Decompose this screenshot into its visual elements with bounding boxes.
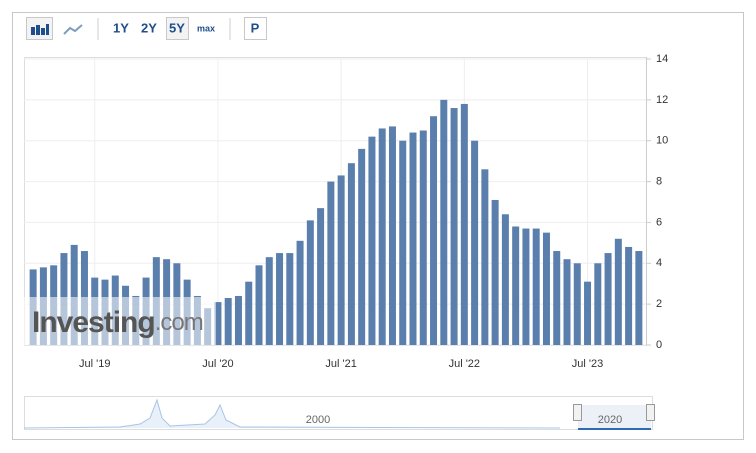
bar — [542, 232, 550, 345]
navigator[interactable] — [24, 396, 653, 430]
y-tick-label: 10 — [656, 135, 668, 147]
range-button[interactable]: 1Y — [113, 20, 129, 35]
selected-range-box — [166, 17, 189, 40]
bar — [625, 246, 633, 345]
x-tick-label: Jul '23 — [572, 358, 603, 370]
range-button[interactable]: max — [197, 23, 215, 33]
bar — [388, 126, 396, 346]
bar — [245, 281, 253, 345]
range-button[interactable]: 2Y — [141, 20, 157, 35]
bar — [501, 214, 509, 345]
bar — [224, 298, 232, 345]
y-tick-label: 4 — [656, 257, 662, 269]
navigator-handle[interactable] — [646, 404, 655, 421]
y-tick-label: 0 — [656, 339, 662, 351]
y-tick-label: 2 — [656, 298, 662, 310]
navigator-label: 2020 — [598, 414, 622, 426]
bar — [337, 175, 345, 345]
navigator-series — [23, 398, 561, 429]
bar — [481, 169, 489, 345]
navigator-label: 2000 — [306, 414, 330, 426]
bar — [378, 128, 386, 345]
bar — [563, 259, 571, 345]
bar — [296, 240, 304, 345]
bar — [234, 295, 242, 345]
bar — [491, 199, 499, 345]
x-tick-label: Jul '20 — [202, 358, 233, 370]
bar — [522, 228, 530, 345]
bar — [460, 103, 468, 345]
bar — [399, 140, 407, 345]
x-tick-label: Jul '21 — [325, 358, 356, 370]
y-tick-label: 12 — [656, 94, 668, 106]
bar — [368, 136, 376, 345]
bar — [450, 108, 458, 346]
x-tick-label: Jul '19 — [79, 358, 110, 370]
bar — [276, 253, 284, 345]
bar — [635, 251, 643, 345]
watermark-brand: Investing — [32, 306, 155, 339]
bar — [286, 253, 294, 345]
watermark: Investing.com — [32, 306, 203, 339]
bar — [409, 132, 417, 345]
bar — [306, 220, 314, 345]
bar — [584, 281, 592, 345]
bar — [214, 302, 222, 345]
bar — [419, 130, 427, 345]
x-tick-label: Jul '22 — [449, 358, 480, 370]
bar — [70, 244, 78, 345]
bar — [255, 265, 263, 345]
p-button-box[interactable] — [244, 17, 267, 40]
watermark-domain: .com — [155, 309, 203, 336]
y-tick-label: 8 — [656, 175, 662, 187]
bar — [512, 226, 520, 345]
y-tick-label: 14 — [656, 53, 668, 65]
bar — [604, 253, 612, 345]
y-tick-label: 6 — [656, 216, 662, 228]
bar — [430, 116, 438, 345]
bar — [532, 228, 540, 345]
bar-icon — [31, 24, 49, 35]
bar — [358, 148, 366, 345]
bar — [440, 99, 448, 345]
watermark-bg — [24, 297, 216, 345]
bar — [347, 163, 355, 345]
navigator-handle[interactable] — [573, 404, 582, 421]
navigator-selection[interactable] — [578, 405, 651, 429]
bar — [265, 257, 273, 345]
range-button[interactable]: 5Y — [169, 20, 185, 35]
bar — [471, 140, 479, 345]
bar — [573, 263, 581, 345]
bar — [553, 251, 561, 345]
bar — [614, 238, 622, 345]
line-icon[interactable] — [63, 24, 83, 35]
bar — [327, 181, 335, 345]
bar — [594, 263, 602, 345]
bar — [317, 208, 325, 345]
p-button[interactable]: P — [251, 20, 260, 35]
